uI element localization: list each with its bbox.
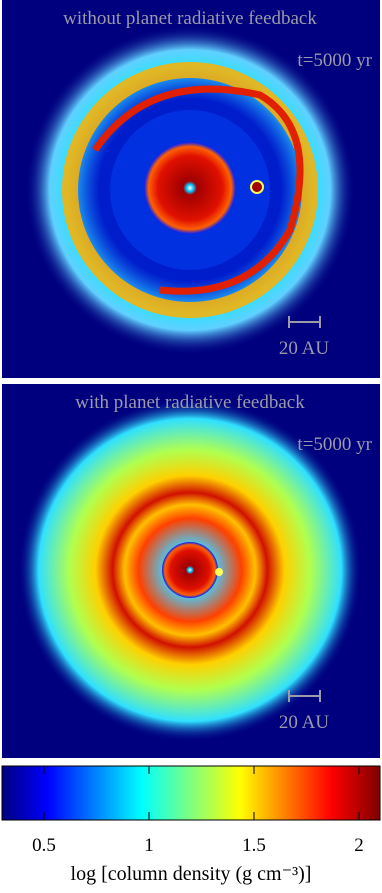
tick-label: 1 (144, 835, 154, 856)
time-label: t=5000 yr (297, 50, 372, 71)
panel-bottom: with planet radiative feedback t=5000 yr… (2, 384, 380, 758)
time-label: t=5000 yr (297, 434, 372, 455)
scale-label: 20 AU (279, 712, 329, 733)
tick-label: 0.5 (32, 835, 56, 856)
tick-label: 2 (354, 835, 364, 856)
panel-top: without planet radiative feedback t=5000… (2, 0, 380, 378)
colorbar-label: log [column density (g cm⁻³)] (71, 863, 312, 885)
colorbar (1, 765, 381, 821)
scale-label: 20 AU (279, 338, 329, 359)
tick-label: 1.5 (242, 835, 266, 856)
panel-title: without planet radiative feedback (63, 8, 317, 29)
panel-title: with planet radiative feedback (75, 392, 305, 413)
